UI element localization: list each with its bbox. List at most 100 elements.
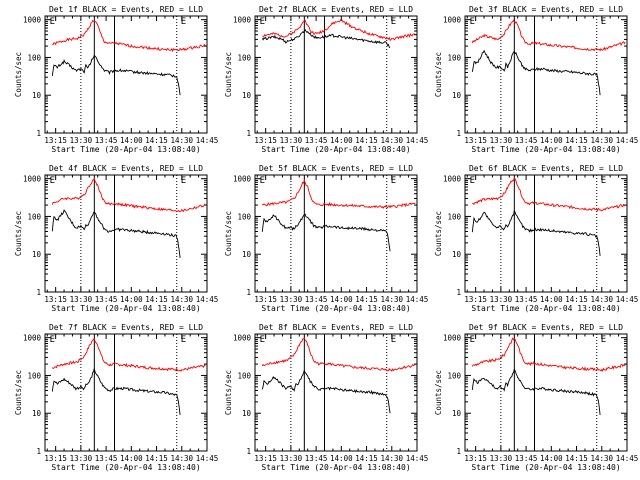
x-tick-label: 13:15	[464, 454, 487, 463]
x-tick-label: 14:00	[120, 454, 143, 463]
x-tick-label: 14:15	[355, 454, 378, 463]
plot-frame	[44, 333, 208, 452]
flag-label: E	[50, 335, 55, 345]
x-tick-label: 14:30	[380, 136, 403, 145]
x-tick-label: 13:30	[70, 454, 93, 463]
y-tick-label: 10	[452, 91, 462, 100]
x-tick-label: 14:00	[330, 454, 353, 463]
x-axis-label: Start Time (20-Apr-04 13:08:40)	[51, 463, 200, 472]
flag-label: E	[50, 17, 55, 27]
y-tick-label: 1	[246, 129, 251, 138]
x-axis-label: Start Time (20-Apr-04 13:08:40)	[51, 304, 200, 313]
y-tick-label: 1	[246, 447, 251, 456]
x-tick-label: 13:30	[490, 295, 513, 304]
x-tick-label: 14:45	[406, 454, 429, 463]
plot-frame	[44, 174, 208, 293]
x-tick-label: 13:45	[305, 454, 328, 463]
x-tick-label: 14:30	[590, 136, 613, 145]
flag-label: E	[50, 176, 55, 186]
x-tick-label: 13:15	[254, 295, 277, 304]
y-axis-label: Counts/sec	[224, 370, 233, 415]
flag-label: E	[601, 176, 606, 186]
chart-title: Det 8f BLACK = Events, RED = LLD	[259, 323, 413, 332]
lld-series-line	[261, 179, 416, 209]
x-tick-label: 13:45	[95, 454, 118, 463]
flag-label: E	[601, 17, 606, 27]
flag-label: E	[391, 17, 396, 27]
chart-title: Det 6f BLACK = Events, RED = LLD	[469, 164, 623, 173]
x-tick-label: 14:00	[540, 295, 563, 304]
events-series-line	[471, 209, 601, 256]
x-tick-label: 14:45	[406, 295, 429, 304]
x-tick-label: 13:15	[254, 136, 277, 145]
x-tick-label: 13:45	[305, 136, 328, 145]
events-series-line	[261, 29, 391, 49]
x-tick-label: 14:30	[170, 454, 193, 463]
chart-panel: 1 10 100 1000 13:15 13:30 13:45 14:00 14:15 14:30…	[224, 164, 428, 313]
flag-label: E	[181, 335, 186, 345]
chart-title: Det 7f BLACK = Events, RED = LLD	[49, 323, 203, 332]
y-tick-label: 100	[447, 212, 461, 221]
x-tick-label: 13:30	[490, 454, 513, 463]
y-tick-label: 100	[27, 53, 41, 62]
y-tick-label: 1	[36, 447, 41, 456]
x-tick-label: 14:45	[196, 136, 219, 145]
x-tick-label: 13:45	[95, 136, 118, 145]
x-tick-label: 13:30	[70, 136, 93, 145]
lld-series-line	[471, 19, 626, 52]
x-tick-label: 13:30	[490, 136, 513, 145]
x-tick-label: 13:30	[280, 136, 303, 145]
x-tick-label: 14:15	[355, 295, 378, 304]
y-tick-label: 1000	[443, 16, 462, 25]
y-tick-label: 1	[36, 129, 41, 138]
x-tick-label: 14:30	[380, 295, 403, 304]
flag-label: E	[391, 176, 396, 186]
chart-title: Det 5f BLACK = Events, RED = LLD	[259, 164, 413, 173]
flag-label: E	[391, 335, 396, 345]
events-series-line	[261, 213, 391, 252]
y-tick-label: 1000	[23, 16, 42, 25]
flag-label: E	[260, 176, 265, 186]
y-tick-label: 100	[447, 53, 461, 62]
x-tick-label: 14:00	[330, 136, 353, 145]
flag-label: E	[260, 335, 265, 345]
x-tick-label: 14:30	[590, 454, 613, 463]
events-series-line	[471, 368, 601, 415]
y-tick-label: 100	[237, 371, 251, 380]
y-tick-label: 100	[447, 371, 461, 380]
x-tick-label: 13:30	[70, 295, 93, 304]
x-tick-label: 14:30	[590, 295, 613, 304]
y-tick-label: 100	[237, 53, 251, 62]
y-tick-label: 10	[242, 91, 252, 100]
y-tick-label: 10	[32, 250, 42, 259]
lld-series-line	[471, 337, 626, 372]
lld-series-line	[261, 337, 416, 372]
events-series-line	[51, 367, 181, 415]
x-tick-label: 13:45	[515, 136, 538, 145]
x-tick-label: 14:45	[616, 136, 639, 145]
lld-series-line	[262, 19, 416, 41]
x-tick-label: 13:45	[515, 295, 538, 304]
y-axis-label: Counts/sec	[14, 52, 23, 97]
lld-series-line	[51, 338, 206, 372]
y-tick-label: 10	[242, 250, 252, 259]
y-tick-label: 1000	[233, 16, 252, 25]
flag-label: E	[181, 17, 186, 27]
x-axis-label: Start Time (20-Apr-04 13:08:40)	[261, 145, 410, 154]
plot-frame	[464, 15, 628, 134]
chart-title: Det 2f BLACK = Events, RED = LLD	[259, 5, 413, 14]
plot-frame	[254, 174, 418, 293]
y-tick-label: 10	[32, 409, 42, 418]
chart-title: Det 9f BLACK = Events, RED = LLD	[469, 323, 623, 332]
x-tick-label: 14:30	[170, 295, 193, 304]
plot-frame	[44, 15, 208, 134]
flag-label: E	[181, 176, 186, 186]
x-tick-label: 13:45	[95, 295, 118, 304]
y-tick-label: 10	[452, 250, 462, 259]
x-tick-label: 14:00	[120, 295, 143, 304]
plot-frame	[254, 15, 418, 134]
x-tick-label: 14:15	[355, 136, 378, 145]
y-tick-label: 1	[456, 447, 461, 456]
lld-series-line	[471, 177, 626, 212]
